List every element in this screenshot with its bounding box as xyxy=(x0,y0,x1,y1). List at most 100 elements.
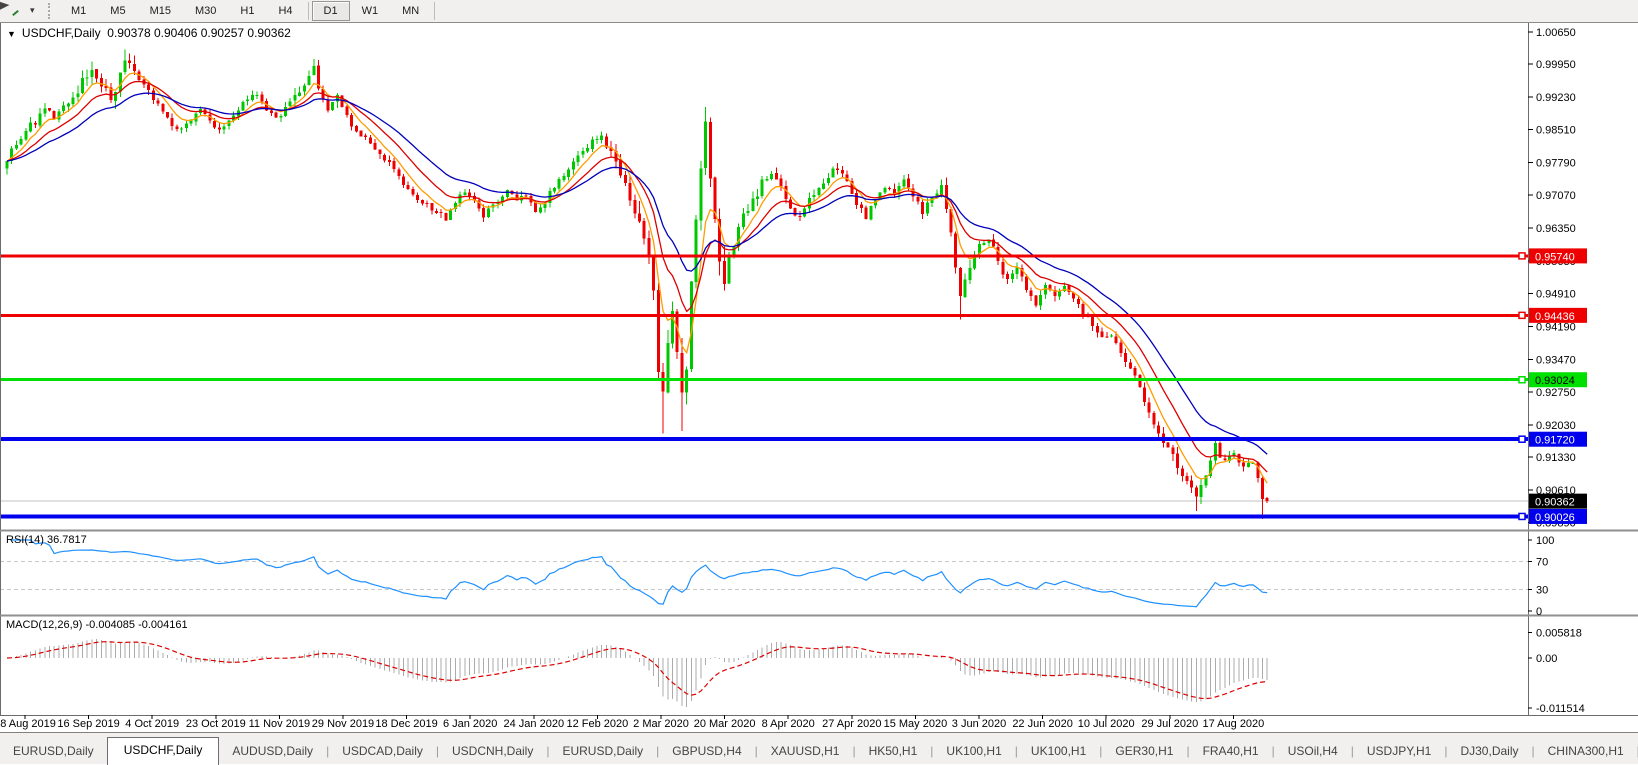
svg-text:29 Nov 2019: 29 Nov 2019 xyxy=(312,718,374,730)
chart-tab-audusd-daily[interactable]: AUDUSD,Daily xyxy=(232,744,314,758)
svg-text:70: 70 xyxy=(1536,556,1548,568)
svg-text:0.90026: 0.90026 xyxy=(1535,512,1575,524)
svg-text:0.92030: 0.92030 xyxy=(1536,420,1576,432)
toolbar-separator xyxy=(307,2,309,20)
svg-text:0.96350: 0.96350 xyxy=(1536,223,1576,235)
svg-text:0.90362: 0.90362 xyxy=(1535,497,1575,509)
timeframe-button-h1[interactable]: H1 xyxy=(240,5,255,17)
tab-divider: | xyxy=(852,744,856,758)
chart-tab-usdchf-daily[interactable]: USDCHF,Daily xyxy=(106,737,220,765)
chart-tabs-bar: EURUSD,Daily USDCHF,Daily AUDUSD,Daily | USD… xyxy=(0,732,1638,765)
svg-text:18 Dec 2019: 18 Dec 2019 xyxy=(375,718,437,730)
svg-text:30: 30 xyxy=(1536,585,1548,597)
svg-text:0.98510: 0.98510 xyxy=(1536,125,1576,137)
chevron-down-icon[interactable]: ▾ xyxy=(30,5,35,15)
chart-tab-usdcnh-daily[interactable]: USDCNH,Daily xyxy=(452,744,534,758)
chart-dropdown-icon[interactable]: ▼ xyxy=(7,29,16,39)
svg-text:0.94190: 0.94190 xyxy=(1536,322,1576,334)
timeframe-button-m1[interactable]: M1 xyxy=(71,5,87,17)
chart-tab-hk50-h1[interactable]: HK50,H1 xyxy=(868,744,918,758)
timeframe-toolbar: ▾ M1 M5 M15 M30 H1 H4 D1 W1 MN xyxy=(0,0,1638,23)
chart-tab-eurusd-daily[interactable]: EURUSD,Daily xyxy=(13,744,94,758)
svg-text:15 May 2020: 15 May 2020 xyxy=(884,718,948,730)
svg-text:4 Oct 2019: 4 Oct 2019 xyxy=(125,718,179,730)
chart-ohlc-values: 0.90378 0.90406 0.90257 0.90362 xyxy=(107,26,291,40)
svg-text:0: 0 xyxy=(1536,606,1542,618)
tab-divider: | xyxy=(1637,744,1638,764)
rsi-indicator-header: RSI(14) 36.7817 xyxy=(6,534,87,546)
timeframe-button-h4[interactable]: H4 xyxy=(278,5,293,17)
toolbar-separator xyxy=(434,2,436,20)
svg-text:100: 100 xyxy=(1536,535,1554,547)
chart-symbol-label: USDCHF,Daily xyxy=(21,26,101,40)
svg-text:20 Mar 2020: 20 Mar 2020 xyxy=(694,718,756,730)
chart-title: ▼ USDCHF,Daily 0.90378 0.90406 0.90257 0.… xyxy=(7,26,291,40)
svg-text:1.00650: 1.00650 xyxy=(1536,27,1576,39)
timeframe-button-w1[interactable]: W1 xyxy=(361,5,379,17)
rsi-label: RSI(14) xyxy=(6,534,44,546)
svg-text:24 Jan 2020: 24 Jan 2020 xyxy=(504,718,565,730)
svg-text:28 Aug 2019: 28 Aug 2019 xyxy=(0,718,56,730)
chart-tab-ger30-h1[interactable]: GER30,H1 xyxy=(1115,744,1174,758)
chart-tab-usdcad-daily[interactable]: USDCAD,Daily xyxy=(342,744,423,758)
chart-tab-usoil-h4[interactable]: USOil,H4 xyxy=(1287,744,1338,758)
svg-text:17 Aug 2020: 17 Aug 2020 xyxy=(1203,718,1265,730)
timeframe-button-d1[interactable]: D1 xyxy=(311,1,350,21)
svg-text:0.99950: 0.99950 xyxy=(1536,59,1576,71)
chart-tab-fra40-h1[interactable]: FRA40,H1 xyxy=(1202,744,1259,758)
svg-text:0.91720: 0.91720 xyxy=(1535,435,1575,447)
rsi-value: 36.7817 xyxy=(46,534,87,546)
svg-text:6 Jan 2020: 6 Jan 2020 xyxy=(443,718,497,730)
svg-text:0.94436: 0.94436 xyxy=(1535,311,1575,323)
svg-text:0.97070: 0.97070 xyxy=(1536,190,1576,202)
tab-divider: | xyxy=(1099,744,1103,758)
svg-text:0.97790: 0.97790 xyxy=(1536,157,1576,169)
chart-tab-gbpusd-h4[interactable]: GBPUSD,H4 xyxy=(672,744,742,758)
svg-text:0.93470: 0.93470 xyxy=(1536,354,1576,366)
svg-text:10 Jul 2020: 10 Jul 2020 xyxy=(1078,718,1135,730)
tab-divider: | xyxy=(754,744,758,758)
tab-divider: | xyxy=(546,744,550,758)
macd-label: MACD(12,26,9) xyxy=(6,619,83,631)
chart-tab-uk100-h1[interactable]: UK100,H1 xyxy=(1030,744,1087,758)
chart-tab-eurusd-daily[interactable]: EURUSD,Daily xyxy=(562,744,644,758)
tab-divider: | xyxy=(1186,744,1190,758)
tab-divider: | xyxy=(656,744,660,758)
macd-values: -0.004085 -0.004161 xyxy=(85,619,188,631)
macd-indicator-header: MACD(12,26,9) -0.004085 -0.004161 xyxy=(6,619,188,631)
svg-text:0.94910: 0.94910 xyxy=(1536,289,1576,301)
svg-text:8 Apr 2020: 8 Apr 2020 xyxy=(762,718,815,730)
svg-text:29 Jul 2020: 29 Jul 2020 xyxy=(1141,718,1198,730)
chart-tab-usdjpy-h1[interactable]: USDJPY,H1 xyxy=(1366,744,1432,758)
chart-tab-xauusd-h1[interactable]: XAUUSD,H1 xyxy=(770,744,840,758)
tab-divider: | xyxy=(1014,744,1018,758)
chart-tab-uk100-h1[interactable]: UK100,H1 xyxy=(946,744,1002,758)
svg-text:23 Oct 2019: 23 Oct 2019 xyxy=(186,718,246,730)
svg-text:22 Jun 2020: 22 Jun 2020 xyxy=(1012,718,1073,730)
svg-text:-0.011514: -0.011514 xyxy=(1536,703,1585,715)
tab-divider: | xyxy=(1271,744,1275,758)
svg-text:12 Feb 2020: 12 Feb 2020 xyxy=(567,718,629,730)
tab-divider: | xyxy=(930,744,934,758)
chart-tab-dj30-daily[interactable]: DJ30,Daily xyxy=(1460,744,1519,758)
svg-text:0.92750: 0.92750 xyxy=(1536,387,1576,399)
svg-text:2 Mar 2020: 2 Mar 2020 xyxy=(633,718,689,730)
tab-divider: | xyxy=(1531,744,1535,758)
chart-tab-china300-h1[interactable]: CHINA300,H1 xyxy=(1547,744,1624,758)
svg-text:3 Jun 2020: 3 Jun 2020 xyxy=(952,718,1006,730)
svg-text:0.93024: 0.93024 xyxy=(1535,375,1575,387)
timeframe-button-m5[interactable]: M5 xyxy=(110,5,126,17)
svg-text:0.91330: 0.91330 xyxy=(1536,452,1576,464)
timeframe-button-m15[interactable]: M15 xyxy=(149,5,171,17)
tab-divider: | xyxy=(326,744,330,758)
toolbar-grip-handle[interactable] xyxy=(48,3,53,19)
tab-divider: | xyxy=(435,744,439,758)
svg-text:16 Sep 2019: 16 Sep 2019 xyxy=(57,718,119,730)
tab-divider: | xyxy=(1350,744,1354,758)
cursor-tool-icon[interactable]: ▾ xyxy=(0,0,46,22)
tab-divider: | xyxy=(1444,744,1448,758)
timeframe-button-m30[interactable]: M30 xyxy=(194,5,217,17)
timeframe-button-mn[interactable]: MN xyxy=(402,5,420,17)
svg-text:27 Apr 2020: 27 Apr 2020 xyxy=(822,718,881,730)
